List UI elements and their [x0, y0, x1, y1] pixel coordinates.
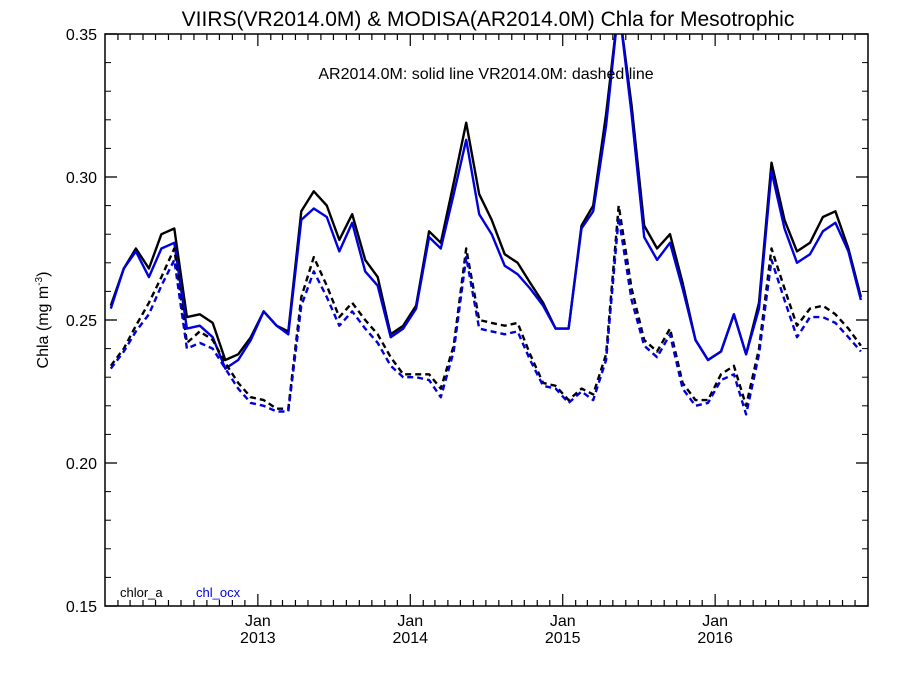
- x-tick-label-year: 2013: [240, 630, 276, 647]
- y-axis-label-superscript: -3: [34, 276, 45, 285]
- legend-entry-chl-ocx: chl_ocx: [196, 585, 241, 600]
- y-axis: 0.15 0.20 0.25 0.30 0.35: [66, 27, 868, 616]
- x-tick-label-year: 2016: [697, 630, 733, 647]
- x-tick-label-year: 2014: [392, 630, 428, 647]
- y-tick-label: 0.30: [66, 170, 97, 187]
- chart-annotation: AR2014.0M: solid line VR2014.0M: dashed …: [318, 66, 653, 83]
- y-axis-label-tail: ): [35, 272, 52, 277]
- legend-entry-chlor-a: chlor_a: [120, 585, 163, 600]
- y-tick-label: 0.35: [66, 27, 97, 44]
- series-line-chl-ocx-dashed: [109, 215, 862, 416]
- y-tick-label: 0.15: [66, 599, 97, 616]
- y-axis-label-main: Chla (mg m: [35, 286, 52, 369]
- series-layer: [109, 34, 863, 416]
- legend: chlor_a chl_ocx: [120, 585, 241, 600]
- y-tick-label: 0.25: [66, 313, 97, 330]
- y-tick-label: 0.20: [66, 456, 97, 473]
- chart-title: VIIRS(VR2014.0M) & MODISA(AR2014.0M) Chl…: [182, 8, 795, 31]
- plot-area: 0.150.200.250.300.35 Jan2013Jan2014Jan20…: [66, 27, 869, 647]
- x-tick-label-year: 2015: [545, 630, 581, 647]
- x-tick-label-month: Jan: [702, 613, 728, 630]
- x-tick-label-month: Jan: [397, 613, 423, 630]
- x-tick-label-month: Jan: [550, 613, 576, 630]
- y-axis-label: Chla (mg m-3): [34, 272, 52, 369]
- series-line-chl-ocx-solid: [109, 34, 863, 370]
- x-tick-label-month: Jan: [245, 613, 271, 630]
- series-line-chlor-a-dashed: [109, 204, 862, 410]
